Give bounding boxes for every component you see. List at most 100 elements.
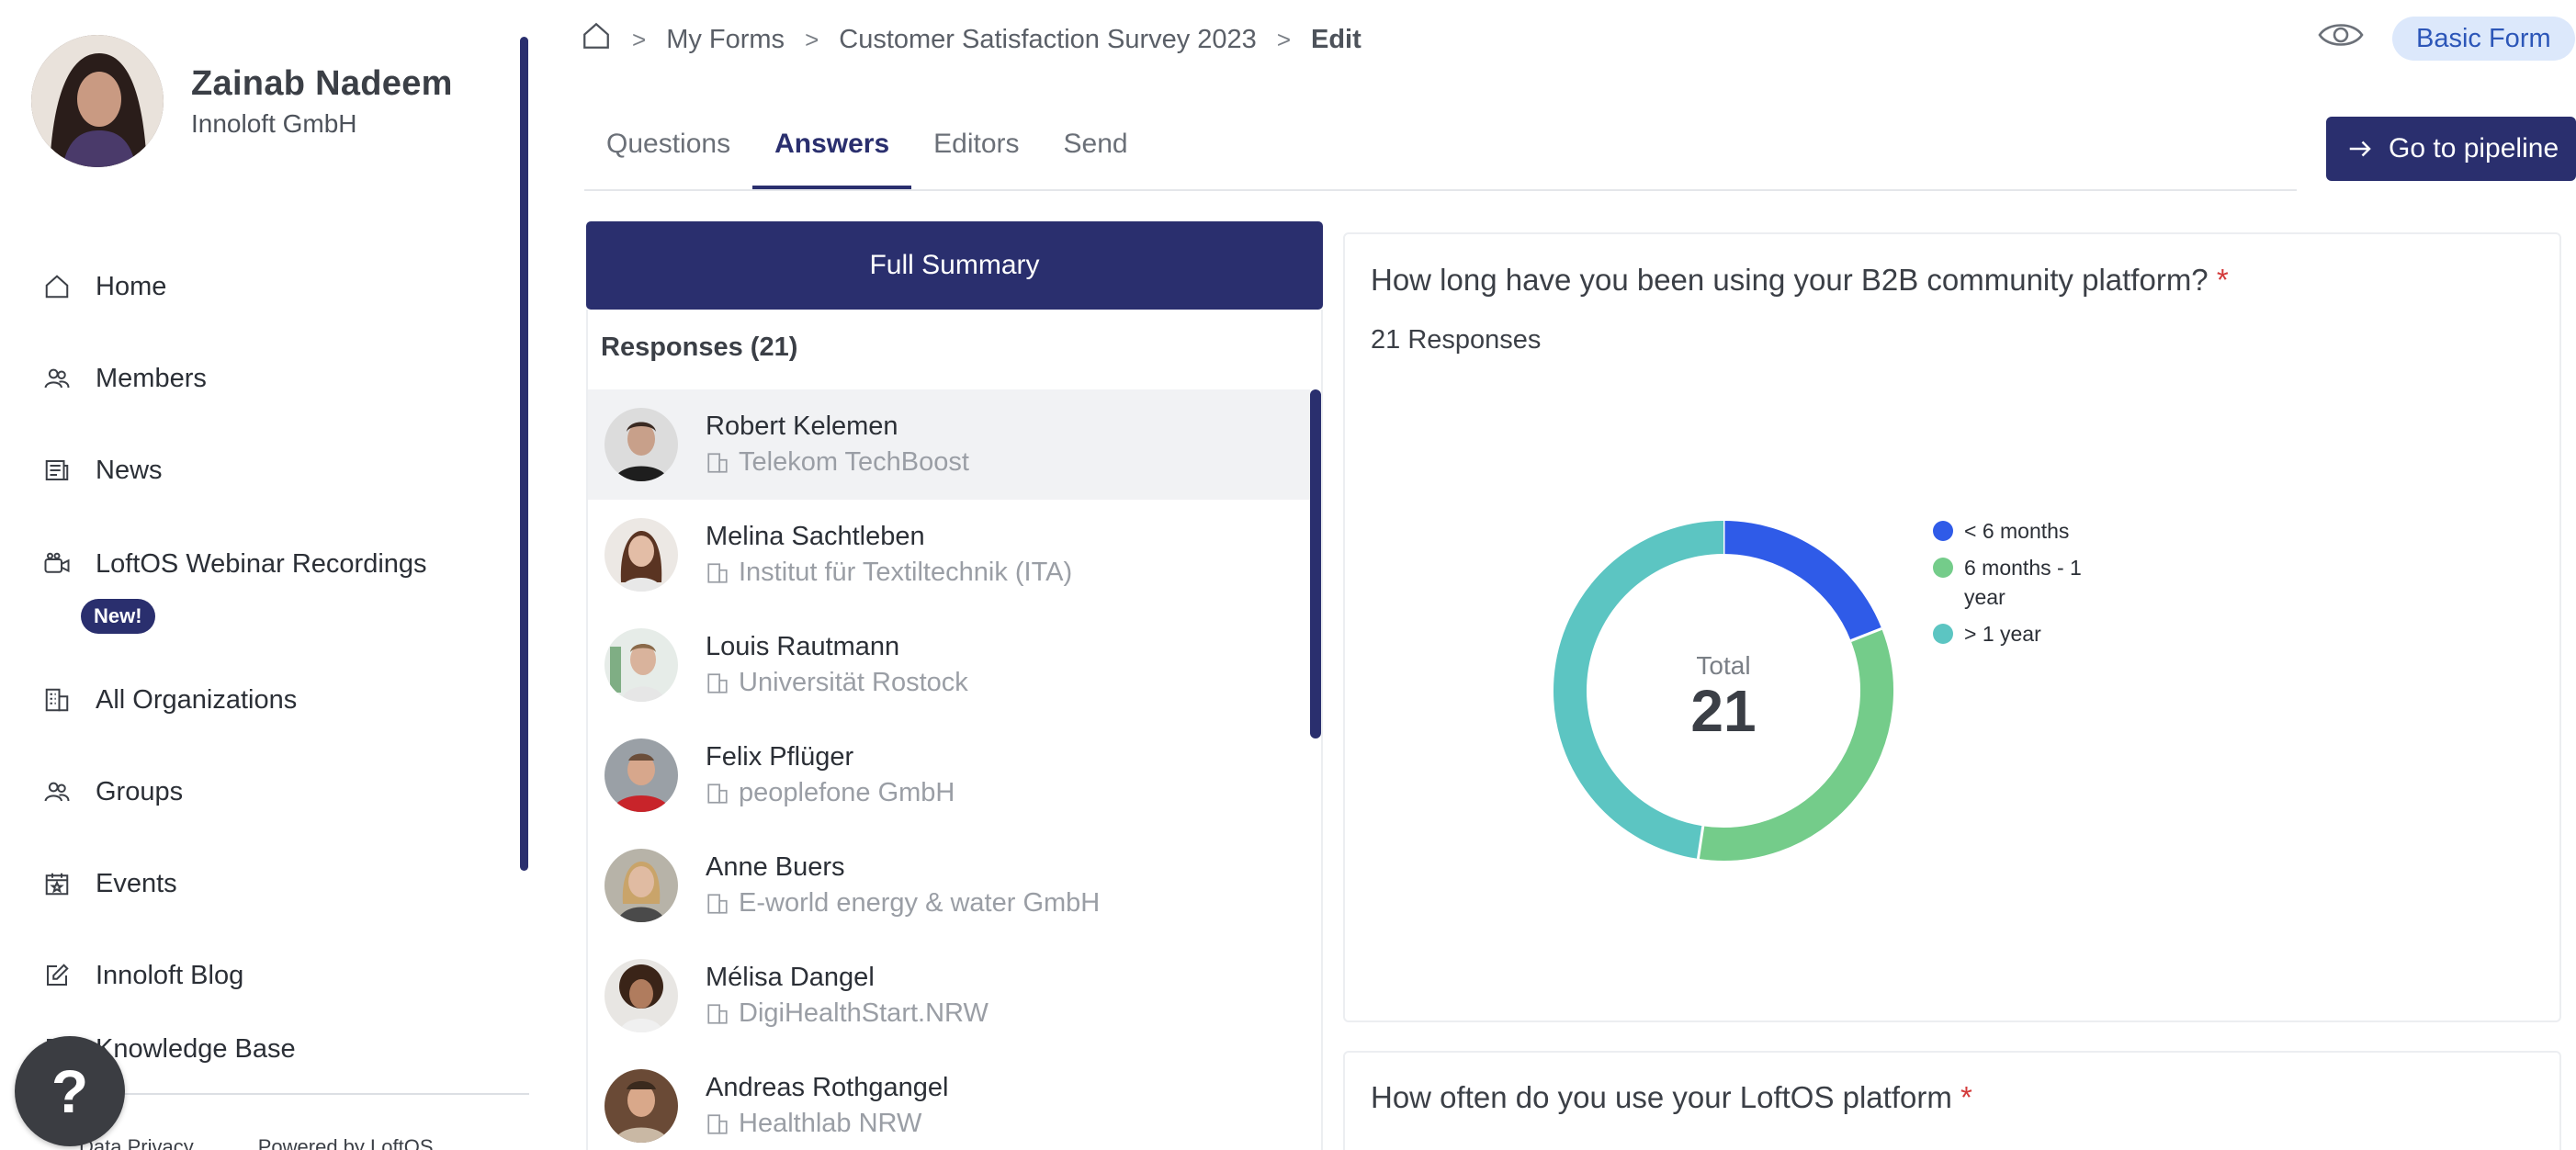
video-icon	[37, 544, 77, 584]
breadcrumb-my-forms[interactable]: My Forms	[666, 24, 785, 54]
sidebar-item-label: LoftOS Webinar Recordings	[96, 548, 427, 579]
respondent-name: Mélisa Dangel	[706, 963, 875, 992]
sidebar-item-label: Knowledge Base	[96, 1033, 296, 1064]
required-mark: *	[2216, 263, 2229, 297]
sidebar-item-label: Members	[96, 363, 207, 393]
building-icon	[707, 452, 728, 473]
avatar	[604, 849, 678, 922]
tab-send[interactable]: Send	[1063, 129, 1128, 159]
home-icon[interactable]	[581, 20, 612, 59]
tab-bar: Questions Answers Editors Send	[584, 119, 2297, 191]
building-icon	[707, 893, 728, 914]
donut-slice-3[interactable]	[1554, 521, 1724, 859]
respondent-name: Robert Kelemen	[706, 412, 898, 441]
building-icon	[707, 783, 728, 804]
list-item[interactable]: Felix Pflüger peoplefone GmbH	[588, 720, 1310, 830]
responses-header: Responses (21)	[601, 333, 798, 362]
question-card	[1343, 1051, 2561, 1150]
list-item[interactable]: Mélisa Dangel DigiHealthStart.NRW	[588, 941, 1310, 1051]
building-icon	[707, 1113, 728, 1134]
sidebar-item-groups[interactable]: Groups	[37, 746, 496, 838]
sidebar-item-webinar-recordings[interactable]: LoftOS Webinar Recordings New!	[37, 516, 496, 654]
legend-label: 6 months - 1 year	[1964, 556, 2082, 609]
legend-label: > 1 year	[1964, 622, 2041, 646]
user-org: Innoloft GmbH	[191, 108, 357, 138]
list-item[interactable]: Robert Kelemen Telekom TechBoost	[588, 389, 1310, 500]
avatar	[604, 738, 678, 812]
chart-legend: < 6 months 6 months - 1 year > 1 year	[1933, 516, 2117, 656]
go-to-pipeline-button[interactable]: Go to pipeline	[2326, 117, 2576, 181]
list-item[interactable]: Louis Rautmann Universität Rostock	[588, 610, 1310, 720]
respondent-org: DigiHealthStart.NRW	[706, 998, 989, 1029]
respondent-org-label: peoplefone GmbH	[739, 778, 955, 807]
new-badge: New!	[81, 599, 155, 634]
building-icon	[707, 1003, 728, 1024]
legend-item[interactable]: 6 months - 1 year	[1933, 553, 2117, 612]
sidebar: Zainab Nadeem Innoloft GmbH Home Members…	[0, 0, 533, 1150]
question-card	[1343, 232, 2561, 1022]
list-item[interactable]: Melina Sachtleben Institut für Textiltec…	[588, 500, 1310, 610]
help-button[interactable]: ?	[15, 1036, 125, 1146]
donut-separator	[1696, 826, 1705, 860]
breadcrumb-survey[interactable]: Customer Satisfaction Survey 2023	[839, 24, 1257, 54]
responses-panel	[586, 310, 1323, 1150]
building-icon	[707, 672, 728, 693]
sidebar-item-label: Innoloft Blog	[96, 960, 244, 990]
groups-icon	[37, 772, 77, 812]
breadcrumb: > My Forms > Customer Satisfaction Surve…	[581, 20, 1361, 59]
legend-swatch	[1933, 521, 1953, 541]
powered-by-link[interactable]: Powered by LoftOS	[257, 1135, 434, 1150]
avatar	[31, 35, 164, 167]
avatar	[604, 628, 678, 702]
sidebar-scrollbar[interactable]	[520, 37, 528, 871]
respondent-org-label: E-world energy & water GmbH	[739, 888, 1101, 918]
members-icon	[37, 358, 77, 399]
responses-scrollbar[interactable]	[1310, 389, 1321, 738]
respondent-org-label: Telekom TechBoost	[739, 447, 969, 477]
tab-answers[interactable]: Answers	[752, 119, 912, 189]
full-summary-button[interactable]: Full Summary	[586, 221, 1323, 310]
respondent-org-label: Healthlab NRW	[739, 1109, 922, 1138]
building-icon	[37, 680, 77, 720]
avatar	[604, 518, 678, 592]
arrow-right-icon	[2349, 141, 2371, 157]
sidebar-nav: Home Members News LoftOS Webinar Recordi…	[37, 241, 496, 1077]
avatar	[604, 408, 678, 481]
respondent-org-label: Universität Rostock	[739, 668, 968, 697]
data-privacy-link[interactable]: Data Privacy	[79, 1135, 194, 1150]
sidebar-item-all-organizations[interactable]: All Organizations	[37, 654, 496, 746]
respondent-org: Healthlab NRW	[706, 1109, 948, 1139]
sidebar-item-events[interactable]: Events	[37, 838, 496, 930]
chart-center-label: Total	[1696, 651, 1750, 680]
legend-item[interactable]: < 6 months	[1933, 516, 2117, 546]
chevron-right-icon: >	[805, 25, 819, 53]
legend-item[interactable]: > 1 year	[1933, 619, 2117, 648]
eye-icon[interactable]	[2317, 18, 2365, 51]
response-count: 21 Responses	[1371, 325, 1542, 355]
tab-editors[interactable]: Editors	[933, 129, 1020, 159]
user-profile[interactable]: Zainab Nadeem Innoloft GmbH	[31, 35, 453, 167]
sidebar-item-label: News	[96, 455, 163, 485]
respondent-org: E-world energy & water GmbH	[706, 888, 1100, 919]
list-item[interactable]: Andreas Rothgangel Healthlab NRW	[588, 1051, 1310, 1150]
tab-questions[interactable]: Questions	[606, 129, 731, 159]
sidebar-item-news[interactable]: News	[37, 424, 496, 516]
donut-slice-2[interactable]	[1698, 628, 1893, 861]
donut-separator	[1850, 627, 1882, 642]
user-name: Zainab Nadeem	[191, 63, 453, 103]
respondent-org: Universität Rostock	[706, 668, 968, 698]
sidebar-item-knowledge-base[interactable]: Knowledge Base	[37, 1021, 496, 1077]
respondent-name: Felix Pflüger	[706, 742, 854, 772]
respondent-name: Andreas Rothgangel	[706, 1073, 949, 1102]
form-type-badge[interactable]: Basic Form	[2392, 17, 2575, 61]
respondent-name: Melina Sachtleben	[706, 522, 925, 551]
sidebar-item-members[interactable]: Members	[37, 333, 496, 424]
respondent-org: peoplefone GmbH	[706, 778, 955, 808]
sidebar-item-innoloft-blog[interactable]: Innoloft Blog	[37, 930, 496, 1021]
list-item[interactable]: Anne Buers E-world energy & water GmbH	[588, 830, 1310, 941]
sidebar-item-label: Groups	[96, 776, 184, 806]
calendar-icon	[37, 863, 77, 904]
sidebar-item-home[interactable]: Home	[37, 241, 496, 333]
donut-slice-1[interactable]	[1723, 521, 1882, 641]
question-title: How often do you use your LoftOS platfor…	[1371, 1080, 1972, 1115]
